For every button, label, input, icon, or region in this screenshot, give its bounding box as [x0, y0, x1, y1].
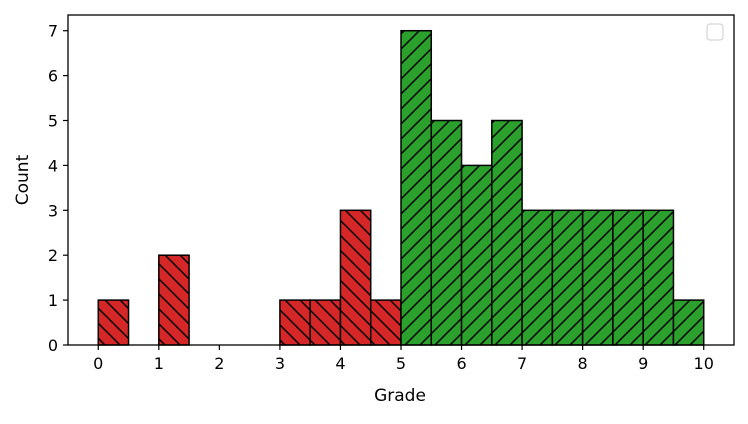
- histogram-bar: [642, 209, 675, 346]
- x-axis-label: Grade: [374, 386, 426, 406]
- y-tick-label: 7: [48, 22, 58, 41]
- histogram-bar: [430, 119, 463, 346]
- y-tick-label: 4: [48, 156, 58, 175]
- histogram-bar: [521, 209, 554, 346]
- y-tick-label: 3: [48, 201, 58, 220]
- histogram-bar: [309, 299, 342, 346]
- histogram-bar: [581, 209, 614, 346]
- histogram-bar: [339, 209, 372, 346]
- histogram-bar: [279, 299, 311, 346]
- histogram-bar: [369, 299, 402, 346]
- y-tick-label: 5: [48, 112, 58, 131]
- histogram-bar: [158, 254, 190, 346]
- x-tick-label: 10: [694, 354, 714, 373]
- y-tick-label: 6: [48, 67, 58, 86]
- histogram-bar: [612, 209, 644, 346]
- x-tick-label: 8: [578, 354, 588, 373]
- x-tick-label: 1: [154, 354, 164, 373]
- x-tick-label: 2: [214, 354, 224, 373]
- x-tick-label: 6: [456, 354, 466, 373]
- y-axis-label: Count: [13, 154, 33, 205]
- bars-layer: [97, 29, 705, 346]
- y-tick-label: 0: [48, 336, 58, 355]
- histogram-bar: [491, 119, 523, 346]
- histogram-bar: [460, 164, 493, 346]
- legend-box: [706, 23, 724, 41]
- x-tick-label: 5: [396, 354, 406, 373]
- y-tick-label: 2: [48, 246, 58, 265]
- x-tick-label: 7: [517, 354, 527, 373]
- x-tick-label: 0: [93, 354, 103, 373]
- y-tick-label: 1: [48, 291, 58, 310]
- histogram-bar: [672, 299, 705, 346]
- histogram-bar: [400, 29, 433, 346]
- x-tick-label: 3: [275, 354, 285, 373]
- histogram-bar: [551, 209, 584, 346]
- x-tick-label: 9: [638, 354, 648, 373]
- x-tick-label: 4: [335, 354, 345, 373]
- ticks-layer: 0 1 2 3 4 5 6 7 8 9 10 0 1 2 3 4 5 6 7: [48, 22, 714, 373]
- histogram-bar: [97, 299, 130, 346]
